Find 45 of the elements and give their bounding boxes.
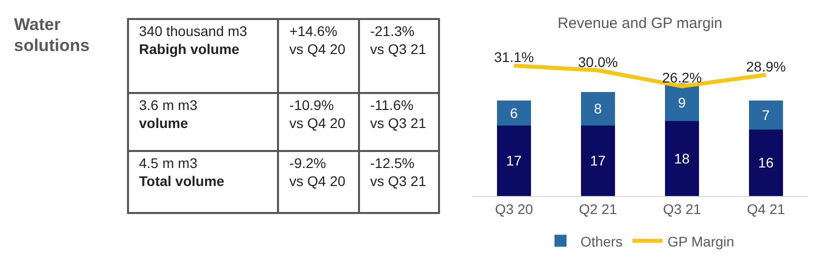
- chart-title: Revenue and GP margin: [558, 15, 722, 32]
- text: -9.2%: [289, 154, 327, 172]
- text: vs Q4 20: [289, 172, 346, 190]
- bar: [665, 121, 699, 196]
- data-label: 7: [762, 106, 770, 123]
- text: 4.5 m m3: [139, 154, 198, 172]
- bar: [581, 92, 615, 126]
- bar: [497, 125, 531, 196]
- text: vs Q4 20: [289, 114, 346, 132]
- text: vs Q4 20: [289, 40, 346, 58]
- x-tick-label: Q3 21: [662, 200, 702, 217]
- data-label: 6: [510, 104, 518, 121]
- data-label: 17: [590, 152, 606, 169]
- legend-label: GP Margin: [668, 233, 734, 250]
- data-label: 26.2%: [662, 70, 702, 86]
- data-label: 16: [758, 154, 774, 171]
- text: Water solutions: [14, 14, 91, 56]
- text: vs Q3 21: [370, 40, 428, 58]
- data-label: 28.9%: [746, 58, 786, 74]
- text: -10.9%: [289, 96, 335, 114]
- bar: [497, 100, 531, 126]
- text: -12.5%: [370, 154, 416, 172]
- text: Total volume: [139, 172, 226, 190]
- bar: [581, 125, 615, 196]
- text: vs Q3 21: [370, 172, 428, 190]
- data-label: 31.1%: [494, 49, 534, 66]
- bar: [749, 129, 783, 196]
- data-label: 9: [678, 94, 686, 110]
- text: Rabigh volume: [139, 40, 240, 58]
- data-label: 30.0%: [578, 54, 618, 70]
- x-tick-label: Q4 21: [746, 200, 786, 217]
- text: volume: [139, 114, 190, 132]
- bar: [749, 100, 783, 130]
- text: -11.6%: [370, 96, 414, 114]
- data-label: 8: [594, 100, 602, 117]
- legend-label: Others: [580, 233, 623, 250]
- x-tick-label: Q3 20: [494, 200, 534, 217]
- text: vs Q3 21: [370, 114, 428, 132]
- text: 3.6 m m3: [139, 96, 198, 114]
- text: -21.3%: [370, 22, 416, 40]
- text: 340 thousand m3: [139, 22, 248, 40]
- data-label: 17: [506, 152, 522, 169]
- x-tick-label: Q2 21: [578, 200, 618, 217]
- data-label: 18: [674, 150, 690, 167]
- text: +14.6%: [289, 22, 338, 40]
